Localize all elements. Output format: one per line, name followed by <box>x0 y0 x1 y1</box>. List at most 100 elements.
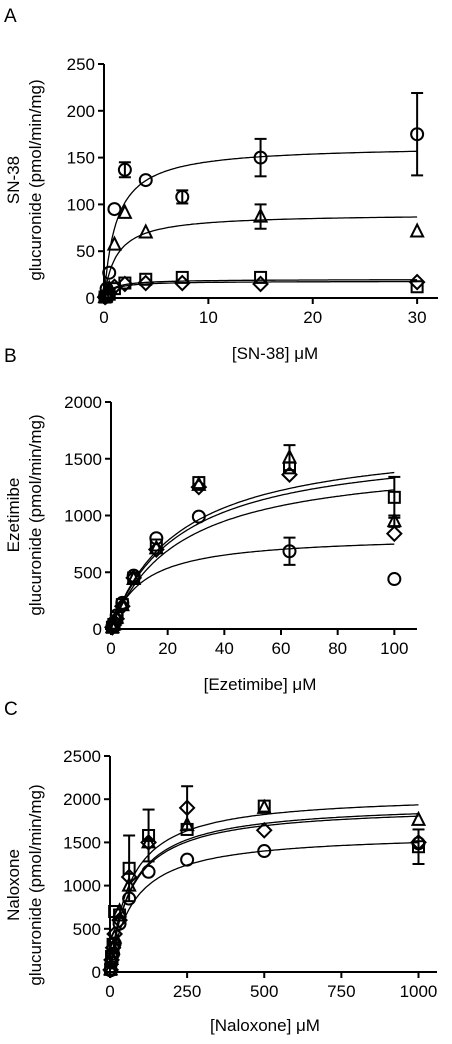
fit-curve-diamond <box>109 815 419 973</box>
series-circle <box>103 836 426 978</box>
panel-letter: C <box>4 699 18 720</box>
series-diamond <box>104 466 403 636</box>
x-tick-label: 100 <box>380 639 408 658</box>
x-tick-label: 500 <box>250 982 278 1001</box>
data-point-diamond <box>116 275 134 293</box>
data-point-square <box>257 799 271 813</box>
x-axis-label: [Ezetimibe] μM <box>204 675 317 694</box>
data-point-square <box>192 476 206 490</box>
y-tick-label: 1500 <box>64 450 102 469</box>
y-tick-label: 2000 <box>64 393 102 412</box>
data-point-diamond <box>104 939 122 957</box>
data-point-diamond <box>137 274 155 292</box>
data-point-circle <box>191 509 206 524</box>
y-tick-label: 100 <box>67 195 95 214</box>
y-axis-label-line2: glucuronide (pmol/min/mg) <box>26 414 45 615</box>
data-point-circle <box>410 127 425 142</box>
y-axis-label-line2: glucuronide (pmol/min/mg) <box>26 79 45 280</box>
data-point-triangle <box>138 223 154 239</box>
data-point-diamond <box>385 525 403 543</box>
data-point-diamond <box>408 273 426 291</box>
data-point-diamond <box>281 466 298 484</box>
panel-c: C Naloxone glucuronide (pmol/min/mg) [Na… <box>4 699 437 1035</box>
x-tick-label: 0 <box>106 639 115 658</box>
x-axis-label: [Naloxone] μM <box>210 1016 320 1035</box>
x-tick-label: 80 <box>328 639 347 658</box>
y-tick-label: 0 <box>86 289 95 308</box>
y-tick-label: 150 <box>67 149 95 168</box>
x-tick-label: 30 <box>408 308 427 327</box>
data-point-square <box>254 270 268 284</box>
data-point-diamond <box>113 597 131 615</box>
y-tick-label: 50 <box>76 242 95 261</box>
series-triangle <box>102 798 427 976</box>
data-point-diamond <box>147 541 165 558</box>
data-point-square <box>410 280 424 294</box>
data-point-square <box>387 490 401 504</box>
data-point-square <box>411 840 425 854</box>
data-point-square <box>113 908 127 922</box>
y-tick-label: 0 <box>92 963 101 982</box>
y-tick-label: 500 <box>73 920 101 939</box>
data-point-square <box>127 571 141 585</box>
data-point-circle <box>117 162 132 177</box>
x-tick-label: 750 <box>327 982 355 1001</box>
y-tick-label: 2500 <box>63 747 101 766</box>
data-point-square <box>142 828 156 842</box>
y-axis-label-line1: Naloxone <box>4 849 23 921</box>
data-point-circle <box>149 531 164 546</box>
data-point-circle <box>175 189 190 204</box>
y-tick-label: 500 <box>74 563 102 582</box>
y-axis-label-line1: Ezetimibe <box>4 478 23 553</box>
data-point-circle <box>102 265 117 280</box>
data-point-diamond <box>140 833 157 851</box>
data-point-triangle <box>117 203 133 219</box>
data-point-square <box>283 461 296 475</box>
data-point-diamond <box>108 610 126 628</box>
data-point-triangle <box>106 235 123 251</box>
panel-letter: B <box>4 346 17 367</box>
data-point-diamond <box>106 925 124 943</box>
data-point-circle <box>387 572 402 587</box>
data-point-diamond <box>120 868 138 886</box>
fit-curve-triangle <box>110 471 395 630</box>
data-point-triangle <box>409 222 425 238</box>
fit-curve-square <box>103 279 418 299</box>
fit-curve-circle <box>110 543 395 630</box>
y-tick-label: 0 <box>93 620 102 639</box>
data-point-square <box>139 272 153 286</box>
fit-curve-square <box>109 804 419 973</box>
x-tick-label: 20 <box>303 308 322 327</box>
y-tick-label: 1000 <box>64 507 102 526</box>
y-axis-label-line2: glucuronide (pmol/min/mg) <box>26 784 45 985</box>
series-square <box>104 799 425 976</box>
x-tick-label: 250 <box>173 982 201 1001</box>
y-tick-label: 2000 <box>63 790 101 809</box>
data-point-diamond <box>410 833 427 851</box>
fit-curve-circle <box>109 841 419 973</box>
panel-letter: A <box>4 6 17 27</box>
fit-curve-square <box>110 489 395 630</box>
series-circle <box>98 92 425 304</box>
data-point-diamond <box>100 284 118 302</box>
data-point-circle <box>107 202 122 217</box>
y-tick-label: 1000 <box>63 877 101 896</box>
x-tick-label: 40 <box>215 639 234 658</box>
data-point-square <box>105 949 119 963</box>
data-point-circle <box>141 864 156 879</box>
panel-a: A SN-38 glucuronide (pmol/min/mg) [SN-38… <box>4 6 438 363</box>
x-tick-label: 0 <box>105 982 114 1001</box>
y-tick-label: 250 <box>67 55 95 74</box>
data-point-triangle <box>252 207 269 223</box>
data-point-circle <box>180 852 195 867</box>
x-tick-label: 10 <box>199 308 218 327</box>
data-point-circle <box>282 544 297 559</box>
data-point-diamond <box>178 799 196 817</box>
x-tick-label: 0 <box>99 308 108 327</box>
data-point-square <box>175 270 189 284</box>
data-point-diamond <box>103 951 120 969</box>
data-point-diamond <box>255 821 273 839</box>
data-point-diamond <box>125 569 143 587</box>
x-tick-label: 20 <box>158 639 177 658</box>
